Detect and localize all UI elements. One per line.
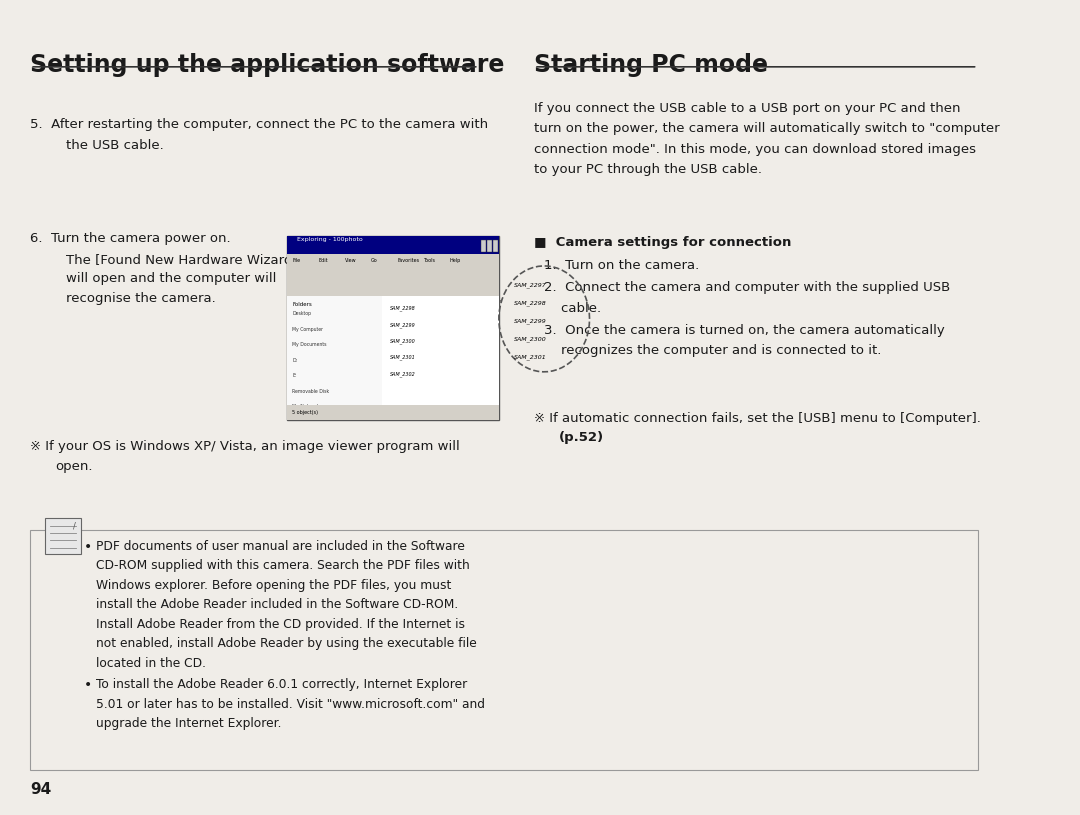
Text: SAM_2298: SAM_2298	[514, 300, 546, 306]
FancyBboxPatch shape	[287, 405, 499, 420]
Text: 5.01 or later has to be installed. Visit "www.microsoft.com" and: 5.01 or later has to be installed. Visit…	[96, 698, 485, 711]
FancyBboxPatch shape	[287, 267, 499, 284]
FancyBboxPatch shape	[287, 236, 499, 420]
Text: Help: Help	[449, 258, 461, 263]
Text: will open and the computer will: will open and the computer will	[66, 272, 275, 285]
Text: To install the Adobe Reader 6.0.1 correctly, Internet Explorer: To install the Adobe Reader 6.0.1 correc…	[96, 678, 467, 691]
Text: recognise the camera.: recognise the camera.	[66, 292, 215, 305]
FancyBboxPatch shape	[45, 518, 81, 554]
Text: SAM_2301: SAM_2301	[390, 355, 415, 360]
Text: 5 object(s): 5 object(s)	[293, 410, 319, 415]
Text: (p.52): (p.52)	[559, 431, 605, 444]
Text: SAM_2302: SAM_2302	[390, 371, 415, 377]
Text: SAM_2297: SAM_2297	[514, 282, 546, 288]
Text: not enabled, install Adobe Reader by using the executable file: not enabled, install Adobe Reader by usi…	[96, 637, 476, 650]
Text: located in the CD.: located in the CD.	[96, 657, 205, 670]
Text: install the Adobe Reader included in the Software CD-ROM.: install the Adobe Reader included in the…	[96, 598, 458, 611]
Text: turn on the power, the camera will automatically switch to "computer: turn on the power, the camera will autom…	[535, 122, 1000, 135]
Text: 3.  Once the camera is turned on, the camera automatically: 3. Once the camera is turned on, the cam…	[544, 324, 945, 337]
Text: Folders: Folders	[293, 302, 312, 306]
Text: If you connect the USB cable to a USB port on your PC and then: If you connect the USB cable to a USB po…	[535, 102, 960, 115]
Text: File: File	[293, 258, 300, 263]
Text: upgrade the Internet Explorer.: upgrade the Internet Explorer.	[96, 717, 281, 730]
Text: 6.  Turn the camera power on.: 6. Turn the camera power on.	[30, 232, 231, 245]
Text: ※ If your OS is Windows XP/ Vista, an image viewer program will: ※ If your OS is Windows XP/ Vista, an im…	[30, 440, 460, 453]
Text: Install Adobe Reader from the CD provided. If the Internet is: Install Adobe Reader from the CD provide…	[96, 618, 464, 631]
Text: Exploring - 100photo: Exploring - 100photo	[297, 237, 363, 242]
Text: /: /	[72, 522, 76, 531]
Text: Tools: Tools	[423, 258, 435, 263]
Text: My Computer: My Computer	[293, 327, 323, 332]
Text: Removable Disk: Removable Disk	[293, 389, 329, 394]
Text: E:: E:	[293, 373, 297, 378]
Text: Desktop: Desktop	[293, 311, 311, 316]
Text: •: •	[83, 678, 92, 692]
FancyBboxPatch shape	[287, 296, 382, 420]
FancyBboxPatch shape	[492, 240, 498, 252]
Text: recognizes the computer and is connected to it.: recognizes the computer and is connected…	[544, 344, 881, 357]
FancyBboxPatch shape	[287, 284, 499, 296]
Text: Starting PC mode: Starting PC mode	[535, 53, 768, 77]
Text: My Documents: My Documents	[293, 342, 327, 347]
Text: ■  Camera settings for connection: ■ Camera settings for connection	[535, 236, 792, 249]
FancyBboxPatch shape	[287, 254, 499, 267]
Text: Edit: Edit	[319, 258, 328, 263]
Text: D:: D:	[293, 358, 297, 363]
FancyBboxPatch shape	[30, 530, 977, 770]
Text: 94: 94	[30, 782, 52, 797]
Text: Windows explorer. Before opening the PDF files, you must: Windows explorer. Before opening the PDF…	[96, 579, 451, 592]
Text: the USB cable.: the USB cable.	[66, 139, 163, 152]
Text: to your PC through the USB cable.: to your PC through the USB cable.	[535, 163, 762, 176]
FancyBboxPatch shape	[287, 296, 499, 420]
Text: SAM_2300: SAM_2300	[514, 336, 546, 341]
FancyBboxPatch shape	[481, 240, 486, 252]
Text: SAM_2301: SAM_2301	[514, 354, 546, 359]
Text: The [Found New Hardware Wizard]: The [Found New Hardware Wizard]	[66, 253, 297, 266]
Text: 1.  Turn on the camera.: 1. Turn on the camera.	[544, 259, 700, 272]
Text: Setting up the application software: Setting up the application software	[30, 53, 504, 77]
Text: 5.  After restarting the computer, connect the PC to the camera with: 5. After restarting the computer, connec…	[30, 118, 488, 131]
FancyBboxPatch shape	[487, 240, 491, 252]
Text: SAM_2299: SAM_2299	[390, 322, 415, 328]
Text: ※ If automatic connection fails, set the [USB] menu to [Computer].: ※ If automatic connection fails, set the…	[535, 412, 981, 425]
Text: •: •	[83, 540, 92, 553]
Text: PDF documents of user manual are included in the Software: PDF documents of user manual are include…	[96, 540, 464, 553]
Text: SAM_2300: SAM_2300	[390, 338, 415, 344]
Text: CD-ROM supplied with this camera. Search the PDF files with: CD-ROM supplied with this camera. Search…	[96, 559, 470, 572]
Text: SAM_2298: SAM_2298	[390, 306, 415, 311]
Text: open.: open.	[55, 460, 93, 473]
Text: Favorites: Favorites	[397, 258, 419, 263]
Text: View: View	[345, 258, 356, 263]
Text: connection mode". In this mode, you can download stored images: connection mode". In this mode, you can …	[535, 143, 976, 156]
Text: SAM_2299: SAM_2299	[514, 318, 546, 324]
Text: My Network: My Network	[293, 404, 320, 409]
Text: cable.: cable.	[544, 302, 602, 315]
Text: 2.  Connect the camera and computer with the supplied USB: 2. Connect the camera and computer with …	[544, 281, 950, 294]
FancyBboxPatch shape	[287, 236, 499, 254]
Text: Go: Go	[370, 258, 378, 263]
